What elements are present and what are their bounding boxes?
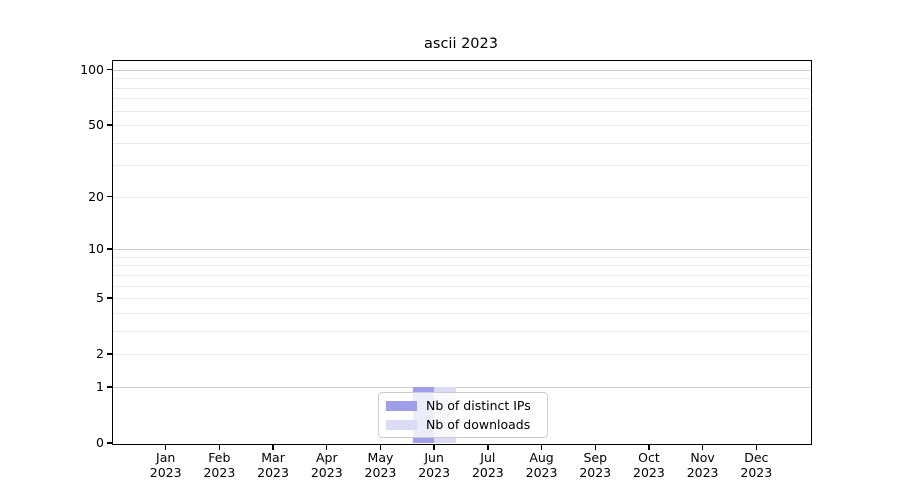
- x-tick-label-jan: Jan 2023: [149, 450, 182, 480]
- x-tick-label-jun: Jun 2023: [418, 450, 451, 480]
- x-tick-mark: [272, 444, 274, 450]
- y-tick-label: 100: [80, 61, 104, 77]
- gridline-minor: [112, 312, 810, 314]
- gridline-minor: [112, 165, 810, 167]
- x-tick-mark: [540, 444, 543, 450]
- x-tick-mark: [433, 444, 435, 450]
- x-tick-mark: [164, 444, 167, 450]
- x-tick-label-nov: Nov 2023: [686, 450, 719, 480]
- legend-label-downloads: Nb of downloads: [426, 417, 531, 432]
- gridline-minor: [112, 142, 810, 144]
- x-tick-mark: [379, 444, 382, 450]
- x-tick-mark: [648, 444, 650, 450]
- legend-label-distinct-ips: Nb of distinct IPs: [426, 398, 531, 413]
- y-tick-mark: [107, 196, 112, 198]
- x-tick-label-feb: Feb 2023: [203, 450, 236, 480]
- x-tick-mark: [218, 444, 221, 450]
- chart-title: ascii 2023: [424, 36, 498, 52]
- gridline-minor: [112, 274, 810, 276]
- gridline-minor: [112, 256, 810, 258]
- y-tick-label: 20: [88, 188, 104, 204]
- y-tick-mark: [107, 69, 112, 71]
- legend-swatch-distinct-ips: [386, 400, 417, 411]
- gridline-major: [112, 69, 810, 71]
- x-tick-mark: [701, 444, 704, 450]
- y-tick-mark: [107, 124, 112, 126]
- y-tick-label: 2: [96, 346, 104, 362]
- gridline-minor: [112, 330, 810, 332]
- x-tick-label-jul: Jul 2023: [471, 450, 504, 480]
- gridline-minor: [112, 196, 810, 198]
- gridline-major: [112, 386, 810, 388]
- gridline-minor: [112, 78, 810, 80]
- y-tick-mark: [107, 386, 112, 388]
- legend-item-downloads: Nb of downloads: [386, 417, 538, 432]
- x-tick-label-aug: Aug 2023: [525, 450, 558, 480]
- x-tick-label-apr: Apr 2023: [310, 450, 343, 480]
- x-tick-label-mar: Mar 2023: [257, 450, 289, 480]
- gridline-minor: [112, 298, 810, 300]
- gridline-minor: [112, 125, 810, 127]
- x-tick-mark: [326, 444, 328, 450]
- y-tick-mark: [107, 353, 112, 355]
- legend: Nb of distinct IPs Nb of downloads: [378, 392, 548, 438]
- y-tick-mark: [107, 248, 112, 250]
- x-tick-mark: [755, 444, 757, 450]
- gridline-minor: [112, 87, 810, 89]
- y-tick-label: 1: [96, 378, 104, 394]
- y-tick-label: 0: [96, 435, 104, 450]
- y-tick-mark: [107, 297, 112, 299]
- x-tick-mark: [594, 444, 596, 450]
- gridline-minor: [112, 354, 810, 356]
- gridline-minor: [112, 98, 810, 100]
- legend-swatch-downloads: [386, 419, 417, 430]
- y-tick-label: 10: [88, 241, 104, 257]
- gridline-minor: [112, 265, 810, 267]
- y-tick-label: 50: [88, 117, 104, 133]
- x-tick-label-sep: Sep 2023: [579, 450, 612, 480]
- x-tick-label-oct: Oct 2023: [633, 450, 665, 480]
- x-tick-mark: [487, 444, 489, 450]
- gridline-minor: [112, 110, 810, 112]
- gridline-minor: [112, 285, 810, 287]
- y-tick-label: 5: [96, 290, 104, 306]
- plot-inner: [112, 60, 810, 443]
- gridline-major: [112, 249, 810, 251]
- x-tick-label-may: May 2023: [364, 450, 397, 480]
- legend-item-distinct-ips: Nb of distinct IPs: [386, 398, 538, 413]
- y-tick-mark: [107, 442, 112, 444]
- x-tick-label-dec: Dec 2023: [740, 450, 773, 480]
